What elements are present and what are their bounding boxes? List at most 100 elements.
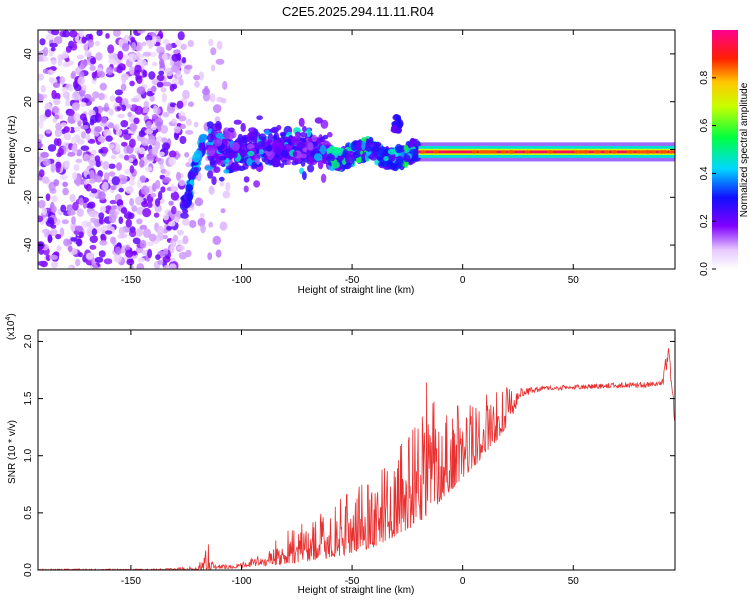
heatmap-cell	[183, 202, 191, 209]
heatmap-cell	[163, 248, 169, 255]
heatmap-cell	[178, 179, 186, 187]
heatmap-cell	[110, 236, 116, 244]
heatmap-cell	[112, 30, 121, 37]
heatmap-cell	[108, 108, 114, 116]
heatmap-cell	[95, 52, 103, 61]
heatmap-cell	[78, 197, 84, 206]
heatmap-cell	[218, 176, 225, 182]
heatmap-cell	[220, 98, 227, 104]
heatmap-cell	[90, 57, 97, 65]
heatmap-cell	[41, 207, 48, 216]
spectrogram-panel: -150 -100 -50 0 50 -40 -20 0 20 40 Height of stra…	[7, 29, 676, 296]
heatmap-cell	[58, 113, 64, 120]
heatmap-cell	[213, 104, 222, 114]
heatmap-cell	[166, 226, 172, 231]
heatmap-cell	[193, 121, 199, 128]
heatmap-cell	[98, 212, 105, 220]
heatmap-cell	[178, 115, 187, 122]
heatmap-cell	[91, 149, 97, 156]
tone-blob	[639, 150, 645, 154]
heatmap-cell	[215, 249, 222, 258]
colorbar-ticks: 0.0 0.2 0.4 0.6 0.8	[699, 70, 716, 276]
heatmap-cell	[137, 257, 145, 263]
snr-frame	[37, 329, 676, 571]
x-tick-label: 50	[568, 576, 580, 587]
heatmap-cell	[80, 125, 89, 130]
heatmap-cell	[192, 153, 201, 163]
x-tick-label: 50	[568, 275, 580, 286]
heatmap-cell	[253, 180, 260, 188]
heatmap-cell	[378, 161, 385, 167]
heatmap-cell	[118, 187, 124, 193]
heatmap-cell	[87, 138, 96, 144]
x-tick-label: -150	[121, 275, 141, 286]
heatmap-cell	[193, 166, 199, 172]
svg-text:(x104): (x104)	[5, 313, 17, 340]
heatmap-cell	[141, 200, 149, 208]
heatmap-cell	[128, 179, 136, 186]
heatmap-cell	[251, 161, 258, 169]
heatmap-cell	[218, 155, 227, 161]
heatmap-cell	[138, 54, 145, 59]
heatmap-cell	[300, 159, 306, 167]
heatmap-cell	[242, 136, 248, 141]
heatmap-cell	[72, 201, 79, 211]
tone-blob	[668, 150, 674, 154]
heatmap-cell	[145, 121, 152, 129]
heatmap-cell	[66, 109, 75, 117]
spectrogram-xlabel: Height of straight line (km)	[298, 285, 415, 296]
heatmap-cell	[145, 166, 153, 172]
heatmap-cell	[75, 158, 83, 164]
heatmap-cell	[47, 234, 53, 244]
heatmap-cell	[132, 237, 141, 244]
heatmap-cell	[180, 123, 186, 130]
heatmap-cell	[154, 179, 161, 190]
heatmap-cell	[80, 101, 87, 108]
heatmap-cell	[169, 102, 177, 108]
tone-blob	[651, 150, 657, 154]
heatmap-cell	[319, 136, 326, 143]
heatmap-cell	[170, 65, 178, 73]
colorbar-gradient	[712, 30, 738, 269]
heatmap-cell	[59, 227, 65, 237]
y-tick-label: 1.0	[23, 448, 34, 462]
heatmap-cell	[178, 251, 188, 260]
heatmap-cell	[274, 145, 279, 153]
heatmap-cell	[171, 53, 179, 62]
heatmap-cell	[168, 150, 177, 158]
heatmap-cell	[185, 129, 194, 135]
heatmap-cell	[210, 64, 216, 72]
heatmap-cell	[142, 51, 152, 57]
heatmap-cell	[136, 179, 142, 189]
heatmap-cell	[392, 124, 398, 132]
heatmap-cell	[299, 132, 308, 138]
heatmap-cell	[231, 163, 240, 172]
heatmap-cell	[403, 154, 411, 163]
snr-series	[38, 348, 675, 570]
heatmap-cell	[98, 149, 104, 154]
heatmap-cell	[107, 222, 112, 230]
heatmap-cell	[53, 98, 61, 106]
heatmap-cell	[42, 68, 49, 74]
heatmap-cell	[109, 199, 117, 205]
heatmap-cell	[142, 70, 148, 78]
heatmap-cell	[150, 124, 157, 131]
snr-xlabel: Height of straight line (km)	[298, 585, 415, 596]
heatmap-cell	[51, 89, 57, 100]
heatmap-cell	[71, 42, 77, 49]
tone-blob	[578, 150, 584, 154]
heatmap-cell	[94, 40, 101, 47]
heatmap-cell	[137, 30, 146, 34]
heatmap-cell	[237, 133, 244, 143]
heatmap-cell	[148, 71, 156, 80]
heatmap-cell	[50, 228, 58, 237]
heatmap-cell	[178, 78, 184, 86]
heatmap-cell	[80, 131, 86, 139]
heatmap-cell	[188, 170, 196, 180]
heatmap-cell	[136, 218, 143, 225]
heatmap-cell	[38, 260, 46, 266]
heatmap-cell	[123, 154, 130, 161]
snr-panel: -150 -100 -50 0 50 0.0 0.5 1.0 1.5 2.0 Height of …	[5, 313, 676, 596]
tone-blob	[509, 150, 515, 154]
heatmap-cell	[118, 216, 124, 225]
